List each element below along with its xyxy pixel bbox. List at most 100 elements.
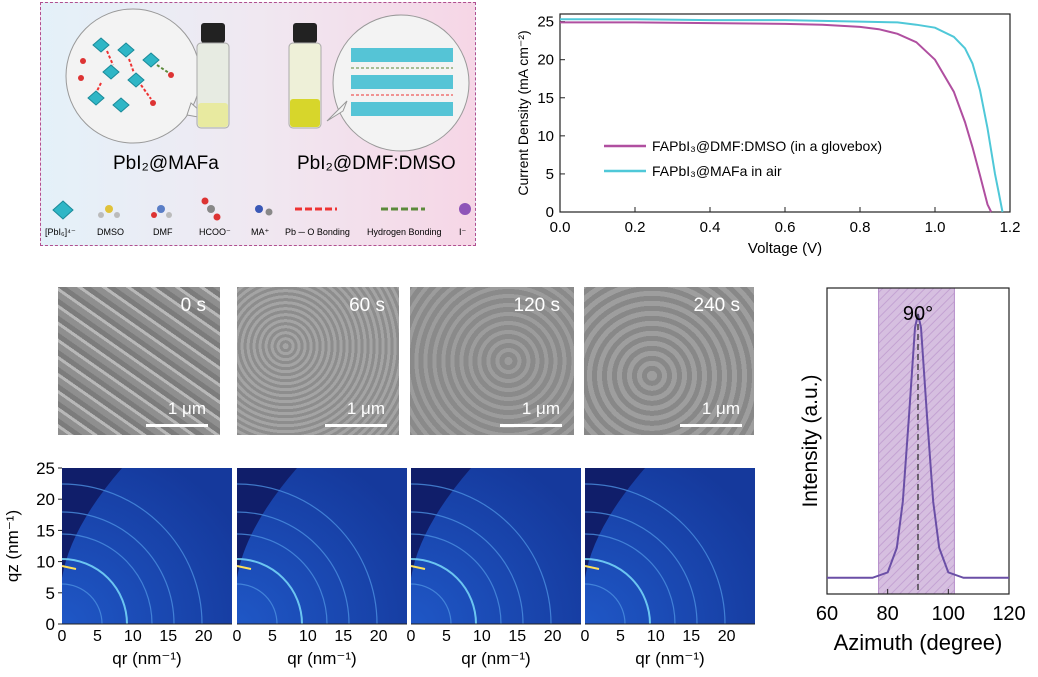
- x-tick-label: 10: [299, 628, 317, 645]
- x-tick-label: 80: [877, 603, 899, 625]
- detector-shadow: [62, 468, 122, 578]
- scale-bar: [146, 424, 208, 427]
- diffraction-ring: [584, 511, 698, 625]
- x-tick-label: 60: [816, 603, 838, 625]
- y-tick-label: 15: [36, 521, 55, 540]
- hcoo-icon: [201, 197, 221, 221]
- plot-frame: [826, 287, 1010, 595]
- legend-pbi6: [PbI₆]⁴⁻: [45, 227, 76, 237]
- scale-bar: [500, 424, 562, 427]
- diffraction-ring: [236, 558, 303, 625]
- y-tick-label: 0: [46, 615, 55, 634]
- perovskite-lattice-icon: [351, 48, 453, 116]
- x-tick-label: 15: [334, 628, 352, 645]
- iodide-icon: [459, 203, 471, 215]
- x-tick-label: 100: [932, 603, 965, 625]
- label-pbi2-dmf-dmso: PbI₂@DMF:DMSO: [297, 153, 456, 174]
- scale-bar-label: 1 μm: [346, 399, 385, 418]
- diffraction-ring: [410, 558, 477, 625]
- diffraction-ring: [61, 511, 175, 625]
- x-tick-label: 0.6: [775, 219, 796, 236]
- diffraction-ring: [584, 558, 651, 625]
- x-tick-label: 1.0: [925, 219, 946, 236]
- diffraction-ring: [236, 511, 350, 625]
- detector-shadow: [585, 468, 645, 578]
- y-tick-label: 0: [546, 204, 554, 221]
- y-tick-label: 5: [546, 166, 554, 183]
- bragg-peak: [236, 565, 252, 570]
- x-tick-label: 10: [124, 628, 142, 645]
- legend-label: FAPbI₃@MAFa in air: [652, 163, 782, 179]
- legend-iodide: I⁻: [459, 227, 467, 237]
- x-tick-label: 0.0: [550, 219, 571, 236]
- x-axis-label: qr (nm⁻¹): [461, 649, 530, 668]
- x-tick-label: 120: [992, 603, 1025, 625]
- y-tick-label: 10: [537, 128, 554, 145]
- y-tick-label: 25: [537, 14, 554, 31]
- x-axis-label: Voltage (V): [748, 240, 822, 257]
- azimuth-chart: 90° 60 80 100 120 Azimuth (degree) Intensity (…: [799, 287, 1026, 655]
- x-tick-label: 20: [370, 628, 388, 645]
- schematic-art: [52, 8, 471, 221]
- x-tick-label: 0: [58, 628, 67, 645]
- x-tick-label: 15: [682, 628, 700, 645]
- x-tick-label: 0: [407, 628, 416, 645]
- y-axis-label: Intensity (a.u.): [799, 374, 822, 507]
- bragg-peak: [410, 565, 426, 570]
- x-axis-label: qr (nm⁻¹): [112, 649, 181, 668]
- x-tick-label: 20: [544, 628, 562, 645]
- x-tick-label: 10: [473, 628, 491, 645]
- x-tick-label: 5: [442, 628, 451, 645]
- diffraction-ring: [584, 483, 726, 625]
- sem-image-60s: 60 s 1 μm: [237, 287, 399, 435]
- sem-time-label: 240 s: [693, 295, 740, 316]
- pbi6-cluster-icon: [78, 37, 174, 113]
- y-tick-label: 5: [46, 584, 55, 603]
- diffraction-ring: [236, 583, 278, 625]
- x-tick-label: 20: [718, 628, 736, 645]
- x-tick-label: 20: [195, 628, 213, 645]
- y-tick-label: 20: [537, 52, 554, 69]
- legend-hydrogen-bonding: Hydrogen Bonding: [367, 227, 442, 237]
- detector-shadow: [237, 468, 297, 578]
- scale-bar-label: 1 μm: [521, 399, 560, 418]
- scale-bar-label: 1 μm: [701, 399, 740, 418]
- x-tick-label: 0.2: [625, 219, 646, 236]
- diffraction-ring: [61, 483, 203, 625]
- legend-dmso: DMSO: [97, 227, 124, 237]
- diffraction-ring: [61, 583, 103, 625]
- giwaxs-panels: 0 5 10 15 20 qr (nm⁻¹) 0 5 10 15 20 25 qz (nm⁻¹) 0 5 10…: [3, 459, 755, 668]
- y-tick-label: 20: [36, 490, 55, 509]
- x-tick-label: 1.2: [1000, 219, 1020, 236]
- jv-curve-air: [560, 18, 1004, 213]
- diffraction-ring: [410, 583, 452, 625]
- x-axis-label: qr (nm⁻¹): [635, 649, 704, 668]
- x-tick-label: 15: [159, 628, 177, 645]
- sem-image-240s: 240 s 1 μm: [584, 287, 754, 435]
- diffraction-ring: [410, 511, 524, 625]
- peak-annotation: 90°: [903, 303, 933, 325]
- sem-image-120s: 120 s 1 μm: [410, 287, 574, 435]
- x-tick-label: 0: [581, 628, 590, 645]
- y-tick-label: 25: [36, 459, 55, 478]
- x-tick-label: 5: [93, 628, 102, 645]
- pbi6-icon: [52, 200, 74, 220]
- scale-bar: [325, 424, 387, 427]
- label-pbi2-mafa: PbI₂@MAFa: [113, 153, 219, 174]
- legend-label: FAPbI₃@DMF:DMSO (in a glovebox): [652, 138, 882, 154]
- sem-image-0s: 0 s 1 μm: [58, 287, 220, 435]
- diffraction-ring: [61, 558, 128, 625]
- diffraction-ring: [236, 483, 378, 625]
- y-axis-label: qz (nm⁻¹): [3, 510, 22, 582]
- x-tick-label: 0: [233, 628, 242, 645]
- sem-time-label: 0 s: [180, 295, 206, 316]
- bragg-peak: [584, 565, 600, 570]
- detector-shadow: [411, 468, 471, 578]
- legend-pbo-bonding: Pb ─ O Bonding: [285, 227, 350, 237]
- diffraction-ring: [61, 533, 153, 625]
- plot-frame: [559, 13, 1011, 213]
- bragg-peak: [61, 565, 77, 570]
- x-tick-label: 5: [268, 628, 277, 645]
- x-tick-label: 10: [647, 628, 665, 645]
- y-axis-label: Current Density (mA cm⁻²): [515, 30, 531, 195]
